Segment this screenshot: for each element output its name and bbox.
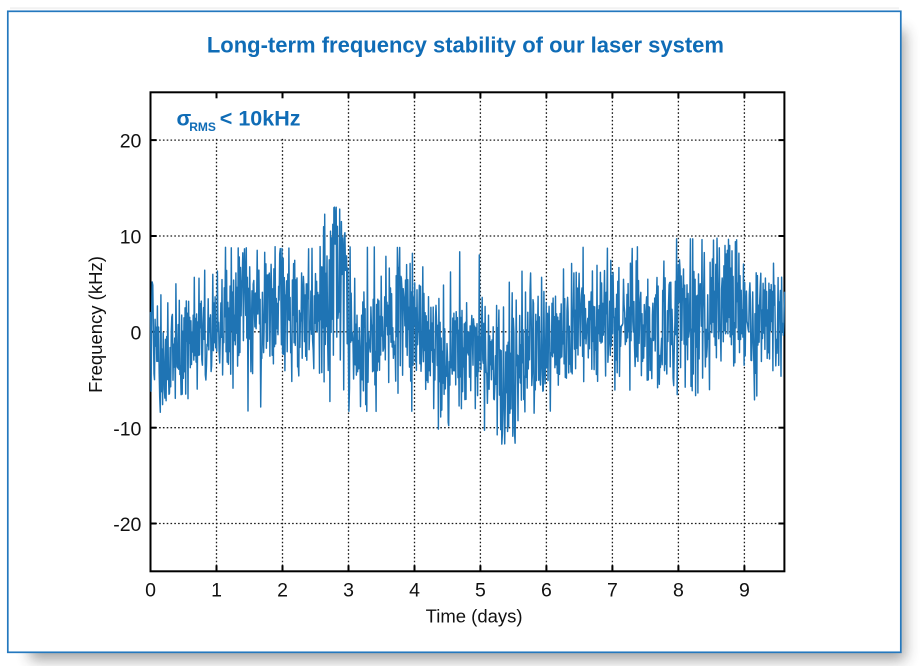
svg-text:0: 0 [131, 322, 142, 344]
svg-text:-20: -20 [113, 514, 141, 536]
svg-text:3: 3 [343, 580, 354, 602]
svg-text:4: 4 [409, 580, 420, 602]
svg-text:0: 0 [145, 580, 156, 602]
svg-text:5: 5 [475, 580, 486, 602]
svg-text:RMS: RMS [189, 120, 216, 134]
svg-text:σ: σ [177, 106, 192, 130]
svg-text:10: 10 [120, 227, 142, 249]
svg-text:6: 6 [541, 580, 552, 602]
svg-text:1: 1 [211, 580, 222, 602]
svg-text:-10: -10 [113, 418, 141, 440]
svg-text:Long-term frequency stability: Long-term frequency stability of our las… [207, 33, 724, 58]
svg-text:2: 2 [277, 580, 288, 602]
svg-text:Frequency (kHz): Frequency (kHz) [85, 256, 106, 393]
svg-text:9: 9 [739, 580, 750, 602]
svg-text:8: 8 [673, 580, 684, 602]
svg-text:20: 20 [120, 131, 142, 153]
svg-text:7: 7 [607, 580, 618, 602]
svg-text:< 10kHz: < 10kHz [220, 106, 301, 130]
svg-text:Time (days): Time (days) [426, 605, 523, 626]
